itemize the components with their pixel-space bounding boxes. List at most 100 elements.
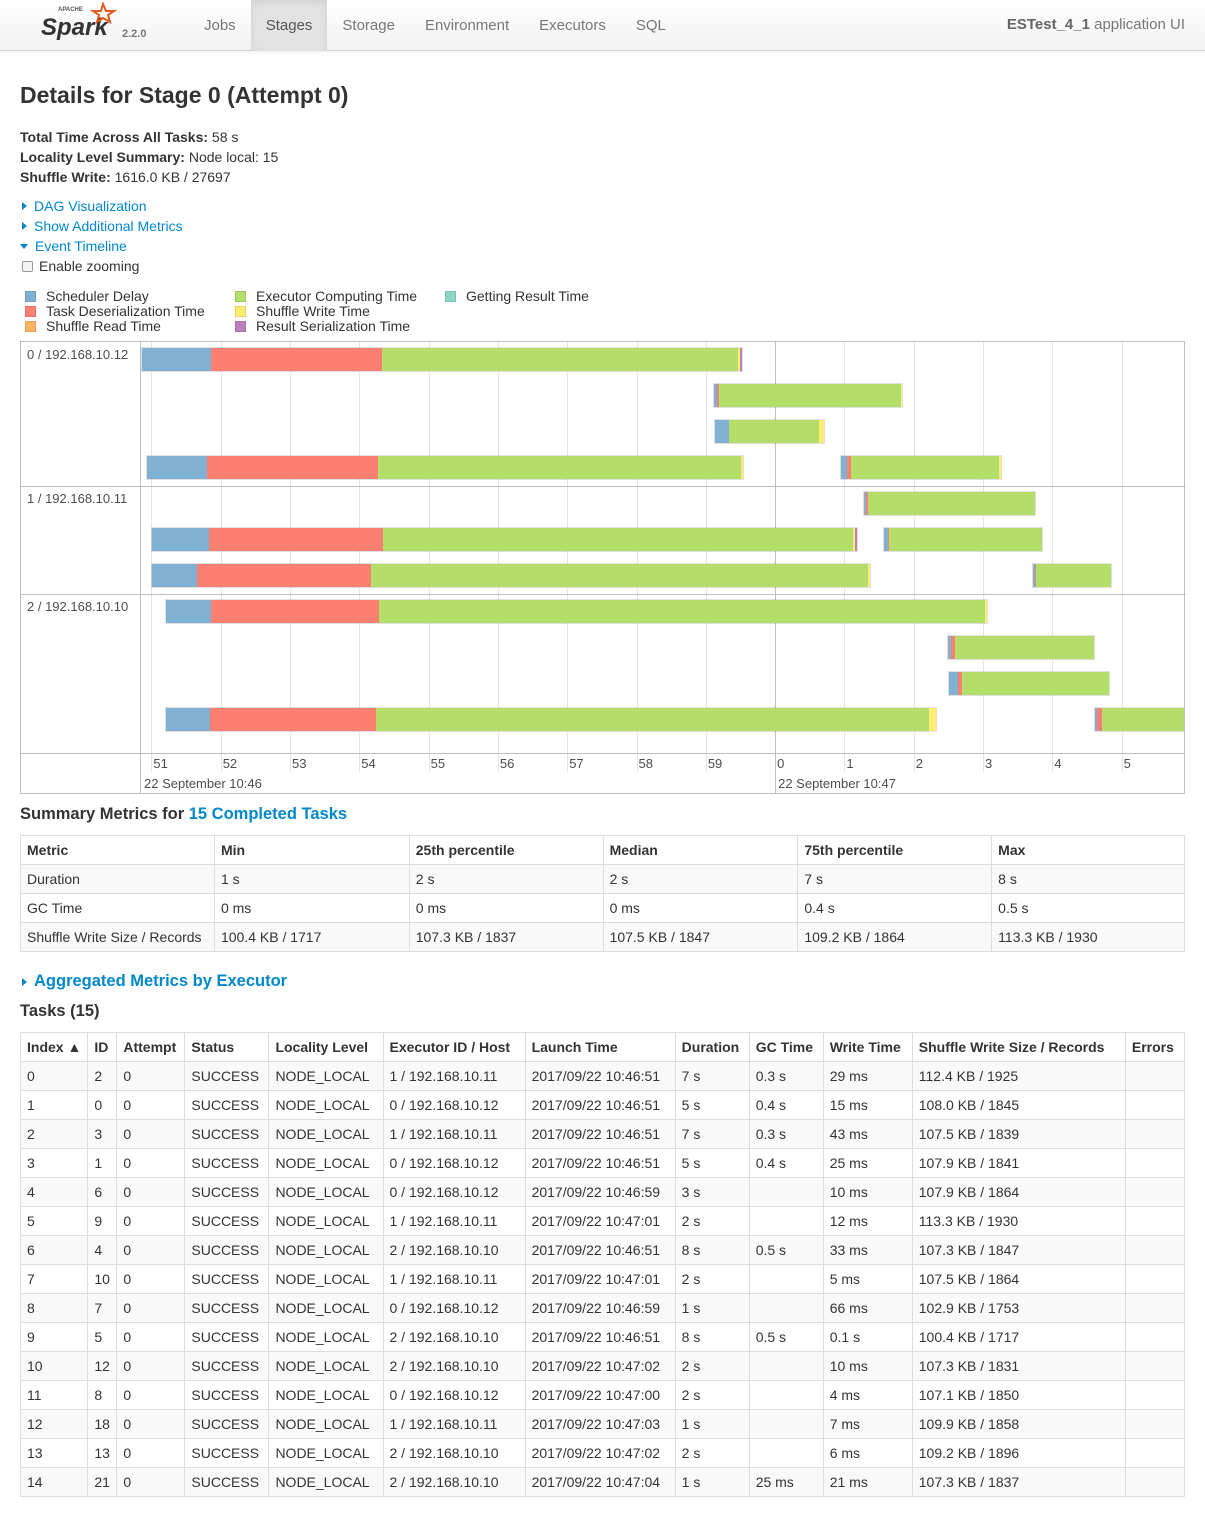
table-cell: 2017/09/22 10:47:03 xyxy=(524,1409,676,1439)
table-cell: 107.3 KB / 1847 xyxy=(911,1235,1126,1265)
task-bar[interactable] xyxy=(948,671,1110,696)
nav-tab-storage[interactable]: Storage xyxy=(342,17,395,34)
table-cell: 7 s xyxy=(674,1119,750,1149)
event-timeline-link[interactable]: Event Timeline xyxy=(20,236,183,256)
summary-column-header[interactable]: Max xyxy=(991,835,1185,865)
tasks-column-header[interactable]: Duration xyxy=(674,1032,750,1062)
task-bar[interactable] xyxy=(946,635,1095,660)
table-cell: SUCCESS xyxy=(184,1264,270,1294)
table-cell: 0 xyxy=(116,1177,186,1207)
tasks-column-header[interactable]: Executor ID / Host xyxy=(382,1032,526,1062)
table-cell xyxy=(1124,1061,1186,1091)
task-bar[interactable] xyxy=(1093,707,1184,732)
task-bar[interactable] xyxy=(882,527,1043,552)
enable-zooming-row: Enable zooming xyxy=(20,256,183,276)
summary-cell: 107.5 KB / 1847 xyxy=(602,922,799,952)
enable-zooming-checkbox[interactable] xyxy=(22,260,33,272)
summary-column-header[interactable]: 75th percentile xyxy=(797,835,993,865)
table-cell: NODE_LOCAL xyxy=(268,1351,384,1381)
table-cell: NODE_LOCAL xyxy=(268,1119,384,1149)
task-bar[interactable] xyxy=(863,491,1036,516)
task-bar[interactable] xyxy=(145,455,744,480)
task-bar-segment-deser xyxy=(958,672,962,695)
table-cell xyxy=(1124,1119,1186,1149)
task-bar-segment-deser xyxy=(209,528,384,551)
table-row: 2 3 0 SUCCESS NODE_LOCAL 1 / 192.168.10.11 201… xyxy=(19,1119,1186,1149)
table-cell: SUCCESS xyxy=(184,1293,270,1323)
task-bar-segment-compute xyxy=(1035,564,1111,587)
task-bar[interactable] xyxy=(712,383,904,408)
table-cell: 3 xyxy=(87,1119,118,1149)
summary-cell: 107.3 KB / 1837 xyxy=(408,922,604,952)
task-bar-segment-write xyxy=(853,528,856,551)
tasks-table: Index ▲ ID Attempt Status Locality Level Exec… xyxy=(19,1032,1186,1497)
task-bar[interactable] xyxy=(141,347,743,372)
table-cell: 108.0 KB / 1845 xyxy=(911,1090,1126,1120)
table-cell: 10 xyxy=(19,1351,89,1381)
table-cell: 0.3 s xyxy=(748,1119,824,1149)
table-row: 9 5 0 SUCCESS NODE_LOCAL 2 / 192.168.10.10 201… xyxy=(19,1322,1186,1352)
table-cell: 2017/09/22 10:47:01 xyxy=(524,1206,676,1236)
spark-logo[interactable]: APACHE Spark 2.2.0 xyxy=(40,2,160,48)
task-bar[interactable] xyxy=(151,527,858,552)
task-bar-segment-write xyxy=(867,564,871,587)
summary-column-header[interactable]: Min xyxy=(213,835,410,865)
table-cell: 1 / 192.168.10.11 xyxy=(382,1264,526,1294)
task-bar[interactable] xyxy=(151,563,872,588)
nav-tab-stages[interactable]: Stages xyxy=(250,0,328,51)
task-bar-segment-deser xyxy=(211,600,380,623)
nav-tab-sql[interactable]: SQL xyxy=(635,17,666,34)
table-cell: SUCCESS xyxy=(184,1206,270,1236)
aggregated-metrics-link[interactable]: Aggregated Metrics by Executor xyxy=(20,972,287,991)
tasks-column-header[interactable]: Locality Level xyxy=(268,1032,384,1062)
axis-tick xyxy=(428,754,430,772)
task-bar[interactable] xyxy=(714,419,825,444)
axis-tick xyxy=(1121,754,1123,772)
tasks-column-header[interactable]: GC Time xyxy=(748,1032,824,1062)
tasks-column-header[interactable]: Write Time xyxy=(822,1032,913,1062)
task-bar-segment-compute xyxy=(378,456,741,479)
nav-tab-environment[interactable]: Environment xyxy=(424,17,510,34)
nav-tab-jobs[interactable]: Jobs xyxy=(204,17,236,34)
task-bar-segment-sched xyxy=(949,672,959,695)
tasks-column-header[interactable]: Launch Time xyxy=(524,1032,676,1062)
summary-column-header[interactable]: 25th percentile xyxy=(408,835,604,865)
table-cell: 0 / 192.168.10.12 xyxy=(382,1380,526,1410)
task-bar-segment-sched xyxy=(146,456,207,479)
task-bar-segment-write xyxy=(928,708,936,731)
summary-column-header[interactable]: Metric xyxy=(20,835,215,865)
timeline-plot[interactable] xyxy=(141,342,1184,753)
summary-value: 58 s xyxy=(208,129,239,145)
completed-tasks-link[interactable]: 15 Completed Tasks xyxy=(188,805,348,823)
table-cell: 0 xyxy=(116,1264,186,1294)
table-cell: 2017/09/22 10:46:51 xyxy=(524,1061,676,1091)
summary-label: Shuffle Write: xyxy=(20,169,111,185)
dag-visualization-link[interactable]: DAG Visualization xyxy=(20,196,183,216)
tasks-column-header[interactable]: Status xyxy=(184,1032,270,1062)
expand-links: DAG Visualization Show Additional Metric… xyxy=(20,196,183,276)
task-bar[interactable] xyxy=(839,455,1002,480)
task-bar-segment-write xyxy=(819,420,824,443)
tasks-column-header[interactable]: Attempt xyxy=(116,1032,186,1062)
table-cell: 0 xyxy=(19,1061,89,1091)
table-cell: 1 / 192.168.10.11 xyxy=(382,1206,526,1236)
tasks-column-header[interactable]: Index ▲ xyxy=(19,1032,89,1062)
task-bar-segment-sched xyxy=(715,420,729,443)
show-additional-metrics-link[interactable]: Show Additional Metrics xyxy=(20,216,183,236)
table-cell: 2017/09/22 10:47:00 xyxy=(524,1380,676,1410)
nav-tab-executors[interactable]: Executors xyxy=(539,17,606,34)
task-bar[interactable] xyxy=(1031,563,1112,588)
legend-item: Task Deserialization Time xyxy=(25,304,205,319)
table-cell: 7 xyxy=(19,1264,89,1294)
task-bar[interactable] xyxy=(165,599,988,624)
tasks-column-header[interactable]: Errors xyxy=(1124,1032,1186,1062)
task-bar-segment-sched xyxy=(166,708,210,731)
table-cell: 0 xyxy=(116,1119,186,1149)
summary-column-header[interactable]: Median xyxy=(602,835,799,865)
task-bar[interactable] xyxy=(165,707,937,732)
axis-date-label: 22 September 10:46 xyxy=(144,776,262,791)
tasks-column-header[interactable]: ID xyxy=(87,1032,118,1062)
tasks-column-header[interactable]: Shuffle Write Size / Records xyxy=(911,1032,1126,1062)
table-cell: SUCCESS xyxy=(184,1380,270,1410)
legend-swatch xyxy=(235,291,246,302)
